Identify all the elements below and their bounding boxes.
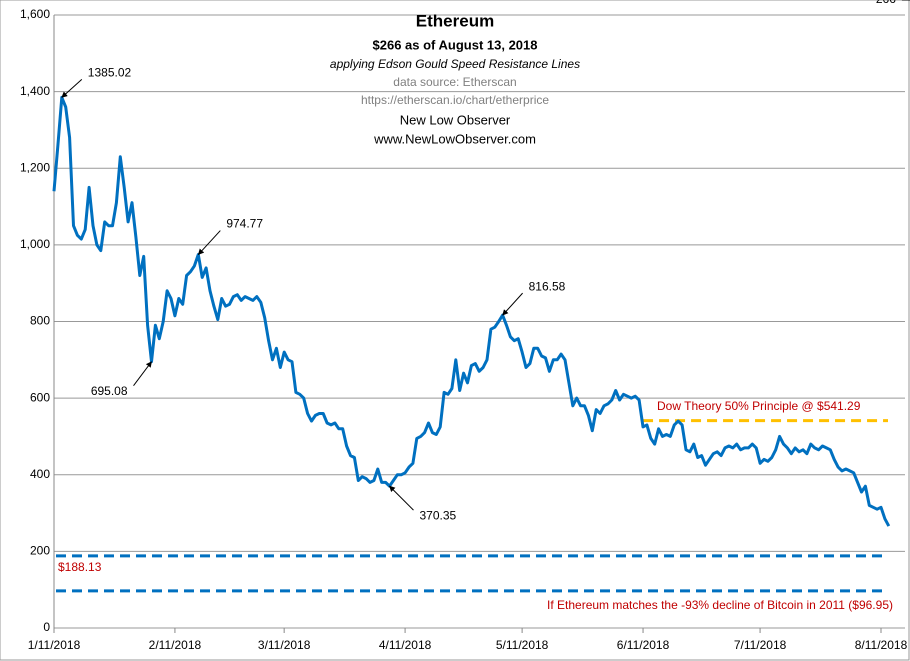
data-label: 695.08 [91, 384, 128, 398]
y-tick-label: 0 [43, 620, 50, 634]
y-tick-label: 600 [30, 390, 50, 404]
x-tick-label: 3/11/2018 [258, 638, 311, 652]
note: data source: Etherscan [393, 75, 516, 89]
data-label: 266 [876, 0, 896, 6]
reference-label: $188.13 [58, 560, 102, 574]
x-tick-label: 7/11/2018 [734, 638, 787, 652]
x-tick-label: 1/11/2018 [28, 638, 81, 652]
y-tick-label: 400 [30, 467, 50, 481]
x-tick-label: 2/11/2018 [149, 638, 202, 652]
note: https://etherscan.io/chart/etherprice [361, 93, 549, 107]
data-label: 370.35 [419, 508, 456, 522]
data-line [52, 95, 891, 527]
x-tick-label: 6/11/2018 [617, 638, 670, 652]
y-tick-label: 1,400 [20, 84, 50, 98]
label-arrow [197, 230, 221, 255]
x-tick-label: 8/11/2018 [855, 638, 908, 652]
label-arrow [502, 292, 523, 316]
x-tick-label: 5/11/2018 [496, 638, 549, 652]
y-tick-label: 800 [30, 314, 50, 328]
x-tick-label: 4/11/2018 [379, 638, 432, 652]
label-arrow [389, 485, 414, 511]
y-tick-label: 1,600 [20, 7, 50, 21]
reference-label: Dow Theory 50% Principle @ $541.29 [657, 399, 861, 413]
y-tick-label: 1,000 [20, 237, 50, 251]
data-label: 974.77 [226, 217, 263, 231]
note: New Low Observer [400, 112, 511, 127]
note: www.NewLowObserver.com [373, 131, 536, 146]
chart-title: Ethereum [416, 11, 494, 30]
reference-label: If Ethereum matches the -93% decline of … [547, 598, 893, 612]
label-arrow [61, 78, 83, 98]
chart-subtitle: $266 as of August 13, 2018 [373, 37, 538, 52]
data-label: 1385.02 [88, 66, 132, 80]
y-tick-label: 1,200 [20, 160, 50, 174]
label-arrow [133, 361, 152, 386]
data-label: 816.58 [529, 279, 566, 293]
note: applying Edson Gould Speed Resistance Li… [330, 57, 580, 71]
y-tick-label: 200 [30, 544, 50, 558]
